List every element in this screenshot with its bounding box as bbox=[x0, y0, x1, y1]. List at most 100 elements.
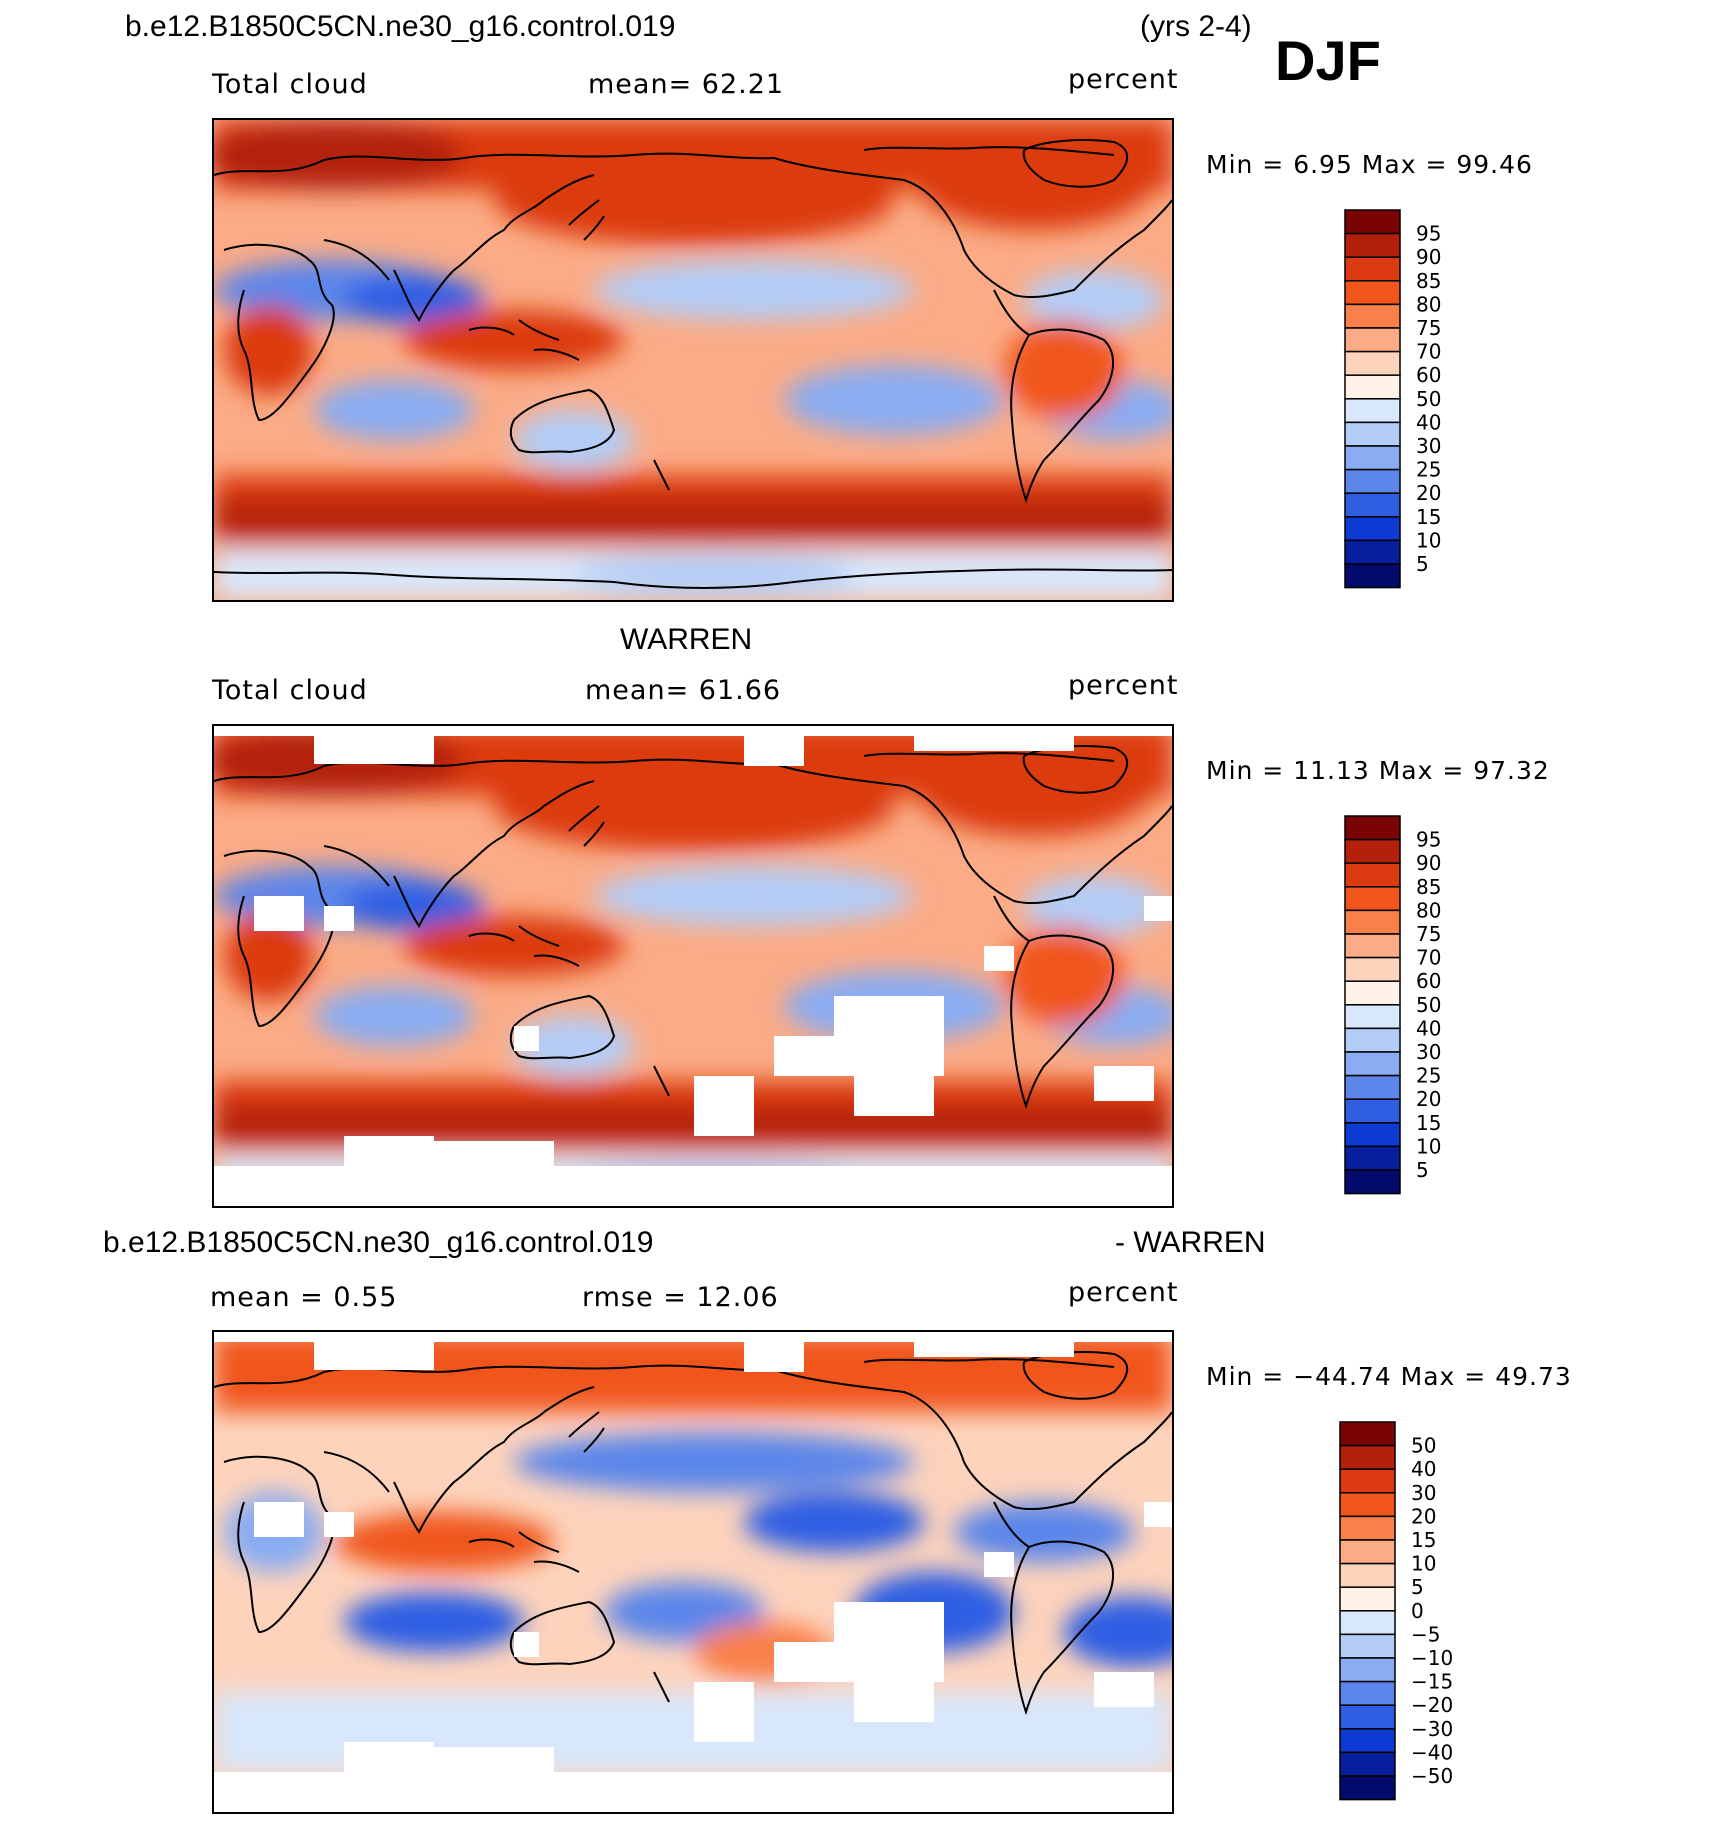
colorbar-box bbox=[1339, 1539, 1396, 1565]
colorbar-tick-label: 85 bbox=[1416, 269, 1441, 293]
colorbar-tick-label: 95 bbox=[1416, 828, 1441, 852]
colorbar-tick-label: −50 bbox=[1411, 1764, 1453, 1788]
colorbar-box bbox=[1344, 468, 1401, 494]
colorbar-tick-label: 20 bbox=[1411, 1504, 1436, 1528]
colorbar-box bbox=[1344, 1145, 1401, 1171]
panel1-colorbar: 95 90 85 80 75 70 60 50 40 30 25 20 15 10 5 bbox=[1344, 209, 1545, 590]
panel2-colorbar: 95 90 85 80 75 70 60 50 40 30 25 20 15 10 5 bbox=[1344, 815, 1545, 1196]
panel1-units-label: percent bbox=[1068, 64, 1179, 95]
colorbar-tick-label: 40 bbox=[1416, 1016, 1441, 1040]
colorbar-tick-label: 60 bbox=[1416, 363, 1441, 387]
colorbar-tick-label: 70 bbox=[1416, 340, 1441, 364]
colorbar-box bbox=[1339, 1562, 1396, 1588]
panel1-minmax: Min = 6.95 Max = 99.46 bbox=[1206, 150, 1533, 179]
colorbar-box bbox=[1344, 563, 1401, 589]
colorbar-box bbox=[1344, 421, 1401, 447]
colorbar-box bbox=[1344, 886, 1401, 912]
colorbar-tick-label: 50 bbox=[1411, 1434, 1436, 1458]
colorbar-tick-label: −20 bbox=[1411, 1693, 1453, 1717]
colorbar-tick-label: 80 bbox=[1416, 292, 1441, 316]
colorbar-box bbox=[1339, 1680, 1396, 1706]
colorbar-box bbox=[1344, 398, 1401, 424]
colorbar-tick-label: 10 bbox=[1411, 1552, 1436, 1576]
colorbar-tick-label: 5 bbox=[1416, 552, 1429, 576]
colorbar-tick-label: −40 bbox=[1411, 1740, 1453, 1764]
colorbar-box bbox=[1344, 1169, 1401, 1195]
colorbar-box bbox=[1339, 1444, 1396, 1470]
panel2-left-label: Total cloud bbox=[212, 675, 368, 706]
colorbar-box bbox=[1344, 1098, 1401, 1124]
colorbar-tick-label: 50 bbox=[1416, 993, 1441, 1017]
panel1-map-svg bbox=[214, 120, 1172, 600]
colorbar-box bbox=[1344, 327, 1401, 353]
colorbar-box bbox=[1344, 956, 1401, 982]
panel2-minmax: Min = 11.13 Max = 97.32 bbox=[1206, 756, 1550, 785]
panel2-units-label: percent bbox=[1068, 670, 1179, 701]
colorbar-box bbox=[1339, 1633, 1396, 1659]
panel3-mean-label: mean = 0.55 bbox=[210, 1282, 398, 1313]
colorbar-tick-label: 70 bbox=[1416, 946, 1441, 970]
colorbar-box bbox=[1344, 232, 1401, 258]
colorbar-box bbox=[1344, 1051, 1401, 1077]
colorbar-tick-label: −10 bbox=[1411, 1646, 1453, 1670]
colorbar-box bbox=[1344, 933, 1401, 959]
colorbar-tick-label: 75 bbox=[1416, 316, 1441, 340]
colorbar-box bbox=[1344, 445, 1401, 471]
colorbar-tick-label: 15 bbox=[1416, 505, 1441, 529]
panel3-units-label: percent bbox=[1068, 1277, 1179, 1308]
panel1-left-label: Total cloud bbox=[212, 69, 368, 100]
colorbar-tick-label: 5 bbox=[1416, 1158, 1429, 1182]
colorbar-tick-label: 30 bbox=[1411, 1481, 1436, 1505]
colorbar-tick-label: 10 bbox=[1416, 528, 1441, 552]
years-label: (yrs 2-4) bbox=[1140, 10, 1252, 43]
colorbar-box bbox=[1344, 1027, 1401, 1053]
colorbar-tick-label: 15 bbox=[1411, 1528, 1436, 1552]
colorbar-box bbox=[1344, 1122, 1401, 1148]
panel3-map-svg bbox=[214, 1332, 1172, 1812]
colorbar-tick-label: 75 bbox=[1416, 922, 1441, 946]
panel2-title: WARREN bbox=[620, 623, 753, 656]
panel3-title-right: - WARREN bbox=[1115, 1226, 1266, 1259]
colorbar-box bbox=[1339, 1657, 1396, 1683]
colorbar-tick-label: 40 bbox=[1416, 410, 1441, 434]
panel3-colorbar: 50 40 30 20 15 10 5 0 −5 −10 −15 −20 −30 −40 −50 bbox=[1339, 1421, 1550, 1802]
colorbar-box bbox=[1344, 374, 1401, 400]
panel3-minmax: Min = −44.74 Max = 49.73 bbox=[1206, 1362, 1572, 1391]
colorbar-tick-label: −15 bbox=[1411, 1670, 1453, 1694]
colorbar-tick-label: 30 bbox=[1416, 1040, 1441, 1064]
colorbar-box bbox=[1344, 209, 1401, 235]
colorbar-tick-label: −5 bbox=[1411, 1622, 1440, 1646]
colorbar-box bbox=[1339, 1515, 1396, 1541]
colorbar-tick-label: 85 bbox=[1416, 875, 1441, 899]
colorbar-tick-label: 0 bbox=[1411, 1599, 1424, 1623]
colorbar-tick-label: 30 bbox=[1416, 434, 1441, 458]
colorbar-box bbox=[1339, 1492, 1396, 1518]
colorbar-tick-label: 20 bbox=[1416, 481, 1441, 505]
season-label: DJF bbox=[1275, 29, 1381, 92]
colorbar-box bbox=[1344, 303, 1401, 329]
panel2-map-svg bbox=[214, 726, 1172, 1206]
panel1-mean-label: mean= 62.21 bbox=[588, 69, 785, 100]
colorbar-box bbox=[1339, 1468, 1396, 1494]
colorbar-box bbox=[1344, 492, 1401, 518]
panel3-map bbox=[212, 1330, 1174, 1814]
colorbar-tick-label: 60 bbox=[1416, 969, 1441, 993]
colorbar-box bbox=[1344, 838, 1401, 864]
colorbar-tick-label: 5 bbox=[1411, 1575, 1424, 1599]
colorbar-box bbox=[1344, 1074, 1401, 1100]
colorbar-box bbox=[1344, 862, 1401, 888]
colorbar-tick-label: 10 bbox=[1416, 1134, 1441, 1158]
colorbar-tick-label: 25 bbox=[1416, 458, 1441, 482]
colorbar-tick-label: 25 bbox=[1416, 1064, 1441, 1088]
colorbar-tick-label: 15 bbox=[1416, 1111, 1441, 1135]
colorbar-box bbox=[1344, 350, 1401, 376]
panel2-mean-label: mean= 61.66 bbox=[585, 675, 782, 706]
colorbar-box bbox=[1339, 1728, 1396, 1754]
colorbar-tick-label: 90 bbox=[1416, 851, 1441, 875]
colorbar-box bbox=[1344, 909, 1401, 935]
colorbar-box bbox=[1344, 815, 1401, 841]
case-title: b.e12.B1850C5CN.ne30_g16.control.019 bbox=[125, 10, 676, 43]
